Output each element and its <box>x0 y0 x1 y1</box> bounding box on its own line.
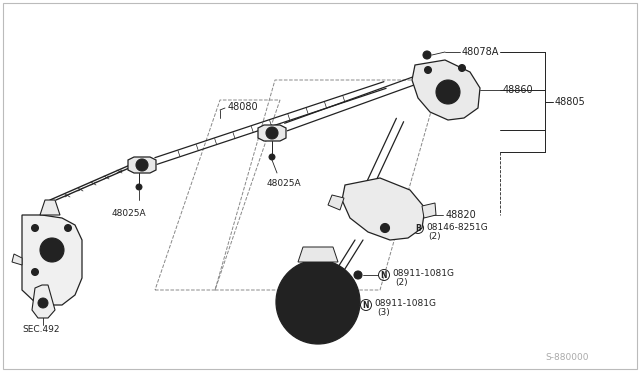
Polygon shape <box>40 200 60 215</box>
Text: (2): (2) <box>395 279 408 288</box>
Circle shape <box>310 294 326 310</box>
Polygon shape <box>258 125 286 141</box>
Circle shape <box>38 298 48 308</box>
Circle shape <box>354 271 362 279</box>
Circle shape <box>383 226 387 230</box>
Text: 48860: 48860 <box>503 85 534 95</box>
Circle shape <box>441 85 455 99</box>
Circle shape <box>436 80 460 104</box>
Circle shape <box>49 247 55 253</box>
Text: 48078A: 48078A <box>462 47 499 57</box>
Circle shape <box>136 184 142 190</box>
Text: 08911-1081G: 08911-1081G <box>392 269 454 279</box>
Text: (3): (3) <box>377 308 390 317</box>
Polygon shape <box>22 215 82 305</box>
Polygon shape <box>422 203 436 218</box>
Text: N: N <box>363 301 369 310</box>
Circle shape <box>339 304 342 307</box>
Circle shape <box>65 224 72 231</box>
Text: 48080: 48080 <box>228 102 259 112</box>
Circle shape <box>266 127 278 139</box>
Circle shape <box>40 238 64 262</box>
Text: S-880000: S-880000 <box>545 353 589 362</box>
Circle shape <box>336 311 345 320</box>
Text: 48820: 48820 <box>446 210 477 220</box>
Circle shape <box>301 320 310 329</box>
Circle shape <box>356 273 360 276</box>
Polygon shape <box>342 178 425 240</box>
Polygon shape <box>412 60 480 120</box>
Circle shape <box>140 163 145 167</box>
Polygon shape <box>298 247 338 262</box>
Circle shape <box>445 89 451 95</box>
Circle shape <box>31 269 38 276</box>
Text: SEC.492: SEC.492 <box>22 326 60 334</box>
Circle shape <box>381 224 390 232</box>
Circle shape <box>271 156 273 158</box>
Text: 48025A: 48025A <box>112 208 147 218</box>
Text: N: N <box>381 270 387 279</box>
Circle shape <box>326 275 335 284</box>
Circle shape <box>426 54 429 57</box>
Circle shape <box>269 131 275 135</box>
Circle shape <box>136 159 148 171</box>
Text: 48805: 48805 <box>555 97 586 107</box>
Polygon shape <box>328 195 344 210</box>
Circle shape <box>276 260 360 344</box>
Circle shape <box>424 67 431 74</box>
Text: 08146-8251G: 08146-8251G <box>426 222 488 231</box>
Polygon shape <box>128 157 156 173</box>
Polygon shape <box>12 254 22 265</box>
Circle shape <box>269 154 275 160</box>
Text: B: B <box>415 224 421 232</box>
Circle shape <box>291 285 300 294</box>
Circle shape <box>31 224 38 231</box>
Text: 08911-1081G: 08911-1081G <box>374 299 436 308</box>
Circle shape <box>336 301 344 309</box>
Circle shape <box>458 64 465 71</box>
Circle shape <box>45 243 59 257</box>
Text: 48025A: 48025A <box>267 179 301 187</box>
Circle shape <box>300 284 336 320</box>
Text: (2): (2) <box>428 231 440 241</box>
Circle shape <box>286 270 350 334</box>
Circle shape <box>138 186 140 188</box>
Circle shape <box>423 51 431 59</box>
Polygon shape <box>32 285 55 318</box>
